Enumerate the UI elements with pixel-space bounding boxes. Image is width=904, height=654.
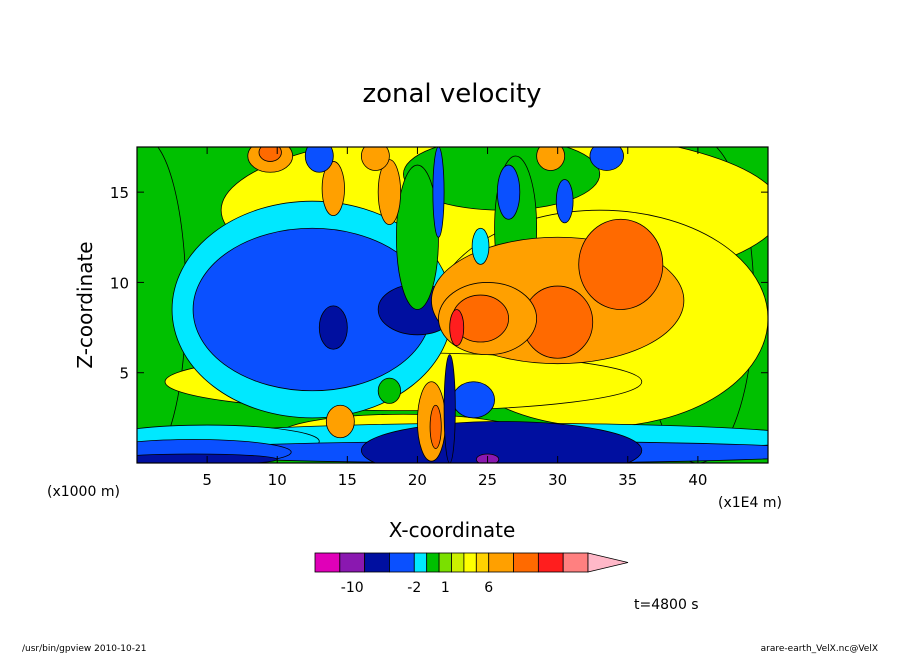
y-axis-label: Z-coordinate [73, 241, 97, 368]
x-tick-label-25: 25 [478, 471, 497, 489]
colorbar-arrow [587, 552, 629, 573]
footer-right: arare-earth_VelX.nc@VelX [761, 644, 878, 654]
colorbar-box-6 [438, 552, 452, 573]
velocity-region-22 [555, 179, 574, 224]
velocity-region-43 [471, 227, 490, 265]
colorbar-tick-label-1: -2 [407, 580, 421, 596]
colorbar-box-1 [339, 552, 366, 573]
x-tick-label-30: 30 [548, 471, 567, 489]
colorbar-box-13 [562, 552, 589, 573]
colorbar-box-3 [389, 552, 415, 573]
time-annotation: t=4800 s [634, 597, 699, 613]
y-tick-label-10: 10 [110, 274, 129, 292]
velocity-region-28 [536, 147, 566, 171]
velocity-region-27 [360, 147, 390, 171]
colorbar-box-10 [488, 552, 514, 573]
x-unit-left-label: (x1000 m) [47, 484, 120, 500]
velocity-region-39 [325, 404, 355, 439]
x-tick-label-10: 10 [268, 471, 287, 489]
velocity-region-19 [321, 161, 345, 217]
y-axis-ticks: 5 10 15 [110, 184, 768, 383]
colorbar-box-9 [475, 552, 490, 573]
x-tick-label-20: 20 [408, 471, 427, 489]
x-tick-label-5: 5 [202, 471, 212, 489]
x-tick-label-40: 40 [688, 471, 707, 489]
colorbar-box-7 [451, 552, 465, 573]
colorbar-tick-labels: -10 -2 1 6 [341, 580, 493, 596]
colorbar [314, 552, 629, 573]
colorbar-tick-label-3: 6 [484, 580, 493, 596]
x-unit-right-label: (x1E4 m) [718, 495, 782, 511]
velocity-region-38 [429, 404, 442, 449]
colorbar-tick-label-2: 1 [441, 580, 450, 596]
x-tick-label-35: 35 [618, 471, 637, 489]
velocity-region-18 [449, 309, 465, 347]
velocity-regions [137, 147, 768, 463]
velocity-region-41 [443, 354, 456, 463]
colorbar-box-5 [426, 552, 440, 573]
velocity-region-21 [496, 164, 521, 220]
y-tick-label-15: 15 [110, 184, 129, 202]
velocity-region-10 [318, 305, 348, 350]
colorbar-box-12 [537, 552, 564, 573]
contour-field [137, 147, 768, 463]
x-axis-label: X-coordinate [389, 518, 516, 542]
colorbar-tick-label-0: -10 [341, 580, 364, 596]
plot-frame [136, 146, 769, 464]
velocity-region-11 [396, 164, 439, 310]
velocity-region-42 [432, 147, 445, 238]
footer-left: /usr/bin/gpview 2010-10-21 [22, 644, 146, 654]
velocity-region-26 [258, 147, 282, 162]
velocity-region-40 [377, 377, 402, 404]
colorbar-box-0 [314, 552, 341, 573]
chart-title: zonal velocity [362, 79, 541, 109]
velocity-region-23 [304, 147, 334, 173]
colorbar-box-2 [364, 552, 390, 573]
x-tick-label-15: 15 [338, 471, 357, 489]
velocity-region-35 [452, 381, 495, 419]
x-axis-ticks: 5 10 15 20 25 30 35 40 [202, 147, 707, 489]
velocity-region-24 [589, 147, 624, 171]
colorbar-box-8 [463, 552, 477, 573]
colorbar-box-4 [413, 552, 428, 573]
colorbar-box-11 [513, 552, 539, 573]
y-tick-label-5: 5 [119, 365, 129, 383]
velocity-region-14 [578, 218, 664, 310]
velocity-region-33 [360, 421, 643, 463]
